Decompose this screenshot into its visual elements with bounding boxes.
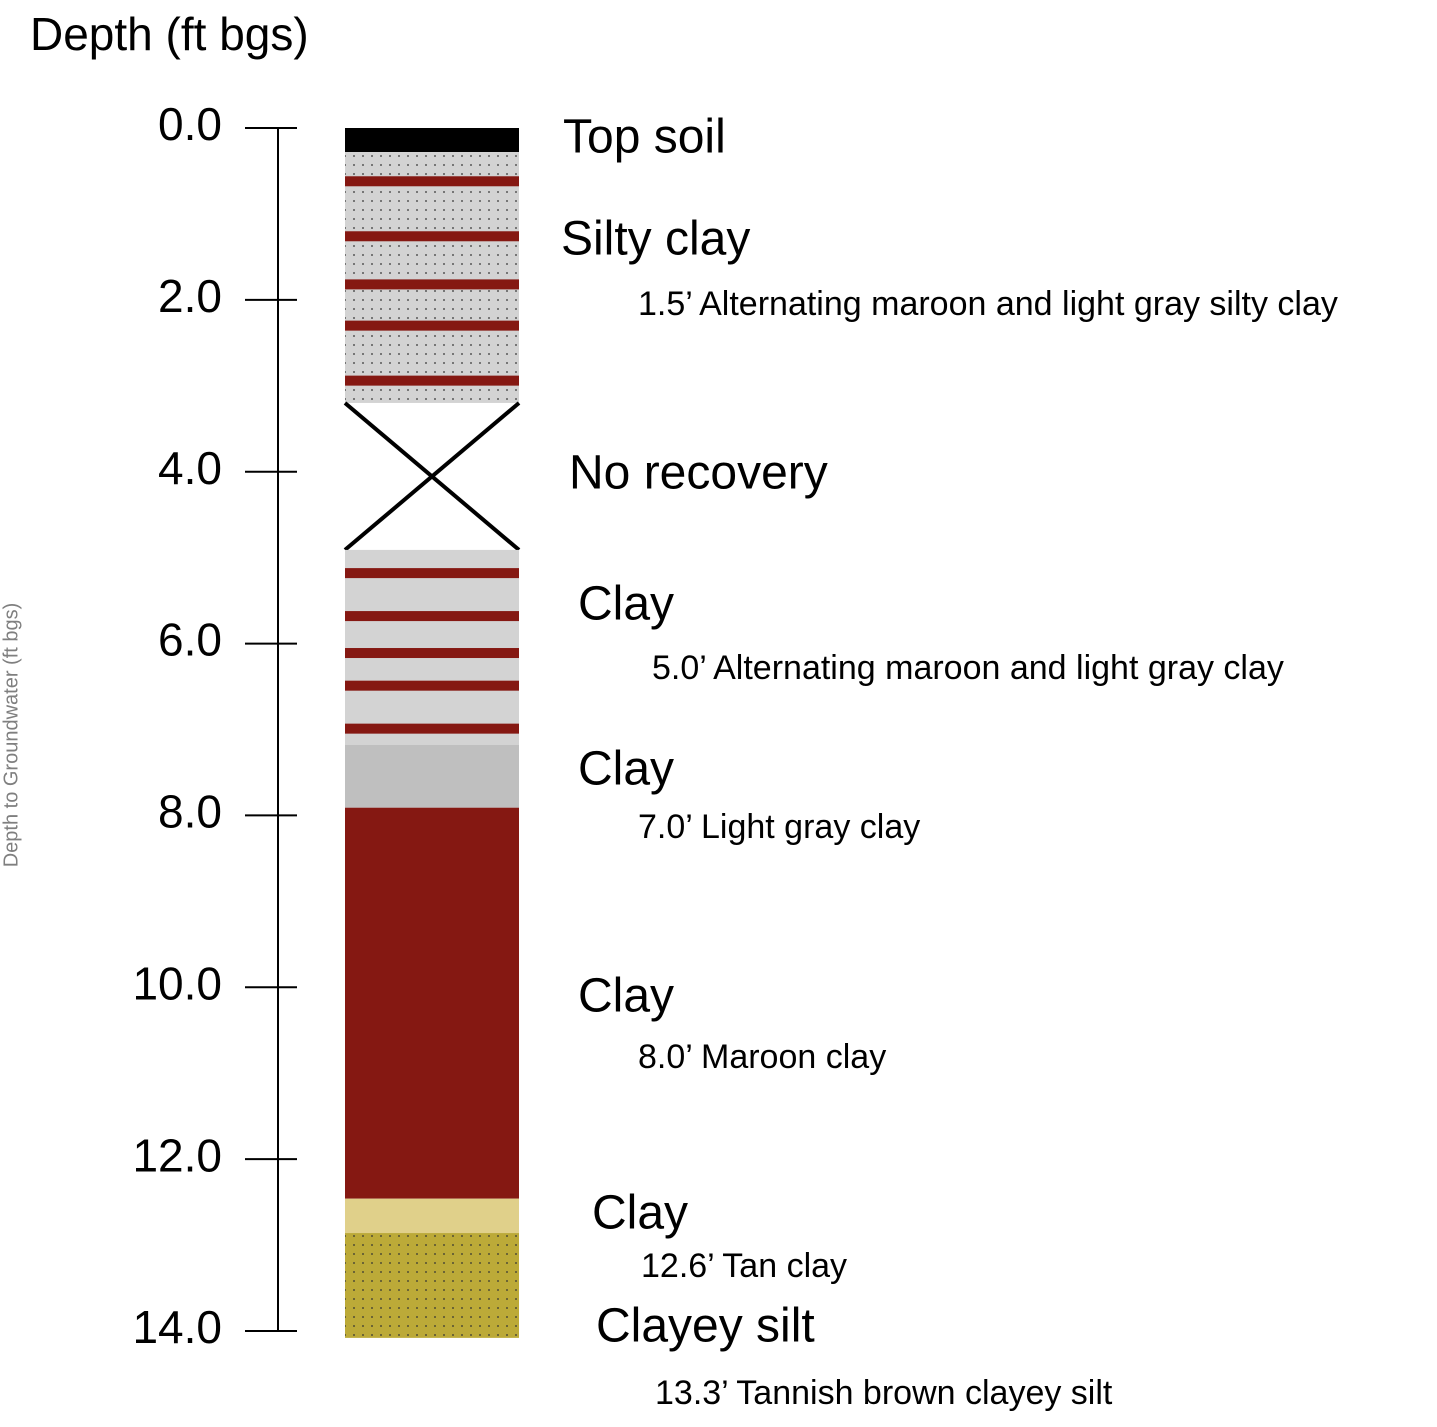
layer-name: Clay <box>578 970 674 1023</box>
y-axis-label: Depth to Groundwater (ft bgs) <box>0 603 22 868</box>
tick-label: 6.0 <box>158 614 222 666</box>
layer-name: Clay <box>592 1187 688 1240</box>
stripe <box>345 231 519 241</box>
tick-label: 14.0 <box>132 1301 222 1353</box>
layer-description: 1.5’ Alternating maroon and light gray s… <box>638 285 1338 323</box>
stripe <box>345 681 519 691</box>
tick-label: 2.0 <box>158 270 222 322</box>
layer-description: 13.3’ Tannish brown clayey silt <box>655 1374 1113 1412</box>
stripe <box>345 724 519 734</box>
layer-pattern <box>345 1233 519 1338</box>
layer <box>345 745 519 808</box>
stripe <box>345 568 519 578</box>
layer <box>345 550 519 745</box>
layer <box>345 128 519 152</box>
layer-description: 12.6’ Tan clay <box>641 1247 847 1285</box>
boring-log: Depth (ft bgs) Depth to Groundwater (ft … <box>0 0 1437 1427</box>
layer-name: Clay <box>578 578 674 631</box>
tick-label: 8.0 <box>158 786 222 838</box>
layer <box>345 808 519 1199</box>
stripe <box>345 648 519 658</box>
layer-name: Silty clay <box>561 213 750 266</box>
layer-description: 8.0’ Maroon clay <box>638 1038 886 1076</box>
tick-label: 0.0 <box>158 98 222 150</box>
layer-pattern <box>345 152 519 403</box>
layer-name: No recovery <box>569 447 828 500</box>
layer-name: Clayey silt <box>596 1300 815 1353</box>
log-group: 0.0 2.0 4.0 6.0 8.0 10.0 12.0 14.0 Top soil Silty… <box>132 98 1337 1412</box>
stripe <box>345 279 519 289</box>
layer-name: Top soil <box>563 111 726 164</box>
layer-description: 7.0’ Light gray clay <box>638 808 920 846</box>
tick-label: 12.0 <box>132 1129 222 1181</box>
tick-label: 10.0 <box>132 957 222 1009</box>
stripe <box>345 321 519 331</box>
tick-label: 4.0 <box>158 442 222 494</box>
title: Depth (ft bgs) <box>30 8 309 60</box>
stripe <box>345 176 519 186</box>
layer <box>345 1199 519 1233</box>
layer-description: 5.0’ Alternating maroon and light gray c… <box>652 649 1284 687</box>
layer-name: Clay <box>578 743 674 796</box>
stripe <box>345 376 519 386</box>
stripe <box>345 611 519 621</box>
